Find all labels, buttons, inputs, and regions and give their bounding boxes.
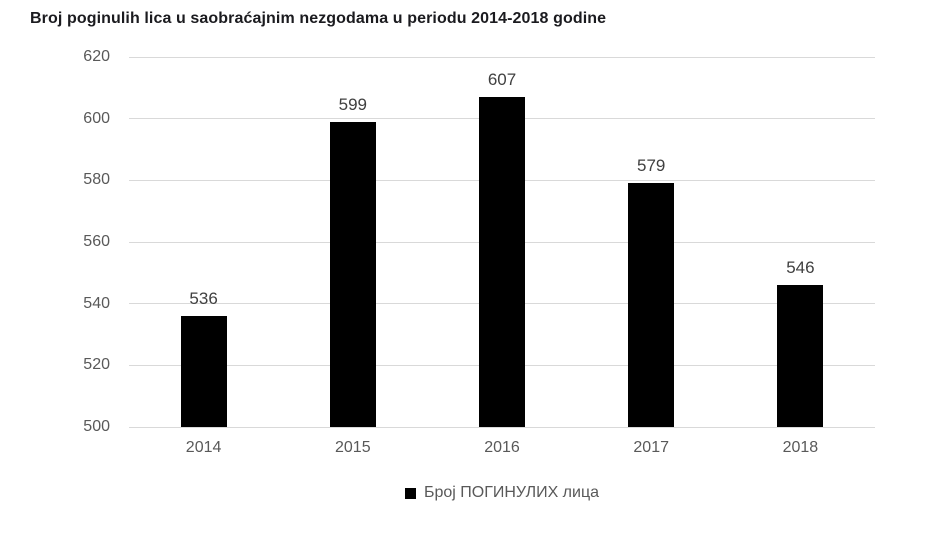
x-tick-label: 2014 <box>185 439 222 456</box>
x-tick-label: 2017 <box>633 439 669 456</box>
plot-area <box>129 56 875 428</box>
bar-2017 <box>628 183 675 427</box>
bar-value-label: 546 <box>786 258 815 278</box>
x-tick-label: 2016 <box>484 439 520 456</box>
y-tick-label: 540 <box>83 294 110 312</box>
bar-value-label: 579 <box>637 156 666 176</box>
gridline <box>129 426 875 428</box>
chart-title: Broj poginulih lica u saobraćajnim nezgo… <box>30 10 607 27</box>
bar-2014 <box>180 316 227 427</box>
x-tick-label: 2018 <box>782 439 819 456</box>
bar-value-label: 607 <box>487 70 517 90</box>
bar-value-label: 599 <box>338 94 367 114</box>
y-tick-label: 620 <box>83 48 110 65</box>
gridline <box>129 56 875 58</box>
bar-2018 <box>777 285 824 427</box>
y-tick-label: 560 <box>83 233 110 250</box>
legend: Број ПОГИНУЛИХ лица <box>129 484 875 502</box>
y-tick-label: 580 <box>83 171 110 189</box>
legend-series-label: Број ПОГИНУЛИХ лица <box>423 484 600 501</box>
legend-swatch-icon <box>404 487 416 499</box>
y-tick-label: 600 <box>83 109 110 127</box>
y-tick-label: 520 <box>83 356 110 374</box>
bar-value-label: 536 <box>189 289 218 308</box>
bar-2016 <box>479 97 525 427</box>
y-tick-label: 500 <box>83 418 110 435</box>
bar-2015 <box>329 121 376 427</box>
x-tick-label: 2015 <box>335 439 371 456</box>
